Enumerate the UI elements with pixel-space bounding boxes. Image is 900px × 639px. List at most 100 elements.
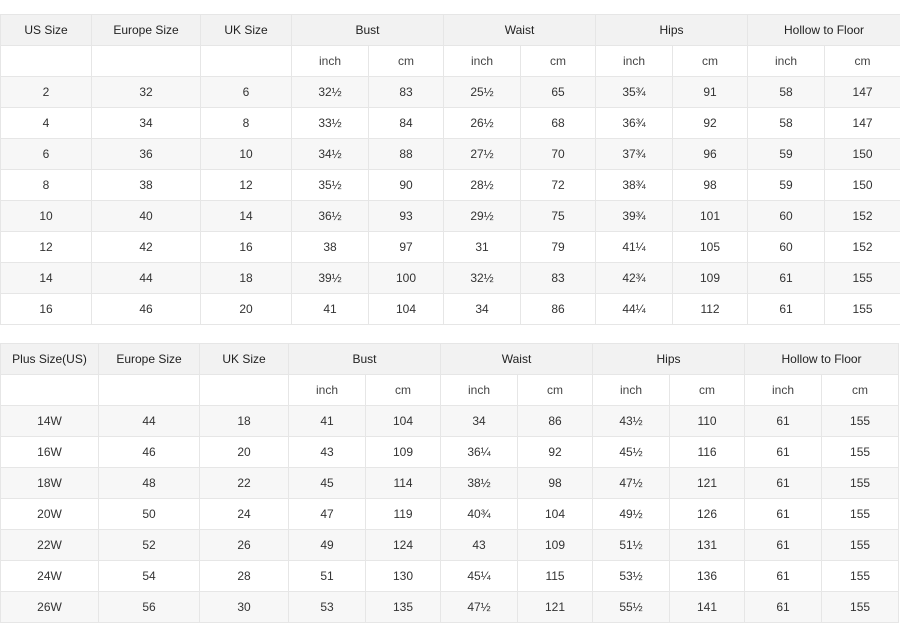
table-cell: 141 <box>669 591 746 623</box>
table-cell: 35¾ <box>595 76 674 108</box>
table-cell: 75 <box>520 200 597 232</box>
table-cell: 59 <box>747 138 826 170</box>
table-row: 24W 54 28 51 130 45¼ 115 53½ 136 61 155 <box>0 560 900 592</box>
table-cell: 34 <box>440 405 519 437</box>
table-cell: 6 <box>0 138 92 170</box>
empty-unit-cell <box>199 374 289 406</box>
table-cell: 130 <box>364 560 442 592</box>
table-cell: 34 <box>91 107 201 139</box>
unit-label: cm <box>821 374 900 406</box>
table-cell: 20 <box>200 293 292 325</box>
table-cell: 61 <box>744 560 823 592</box>
table-cell: 28 <box>199 560 289 592</box>
table-cell: 8 <box>0 169 92 201</box>
table-cell: 33½ <box>291 107 369 139</box>
table-cell: 97 <box>367 231 445 263</box>
table-cell: 58 <box>747 76 826 108</box>
table-cell: 109 <box>517 529 594 561</box>
table-cell: 6 <box>200 76 292 108</box>
table-cell: 59 <box>747 169 826 201</box>
unit-label: cm <box>669 374 746 406</box>
column-header: Hollow to Floor <box>747 14 900 46</box>
table-cell: 49 <box>288 529 366 561</box>
table-cell: 48 <box>98 467 200 499</box>
table-cell: 131 <box>669 529 746 561</box>
table-cell: 135 <box>364 591 442 623</box>
table-cell: 36 <box>91 138 201 170</box>
table-cell: 26½ <box>443 107 522 139</box>
table-cell: 36½ <box>291 200 369 232</box>
table-cell: 155 <box>821 560 900 592</box>
table-cell: 42 <box>91 231 201 263</box>
empty-unit-cell <box>0 374 99 406</box>
table-cell: 86 <box>520 293 597 325</box>
table-cell: 152 <box>824 200 900 232</box>
column-header: US Size <box>0 14 92 46</box>
table-cell: 18 <box>200 262 292 294</box>
table-cell: 39¾ <box>595 200 674 232</box>
table-cell: 58 <box>747 107 826 139</box>
table-cell: 24W <box>0 560 99 592</box>
column-header: UK Size <box>200 14 292 46</box>
table-cell: 39½ <box>291 262 369 294</box>
table-cell: 10 <box>0 200 92 232</box>
table-cell: 70 <box>520 138 597 170</box>
table-cell: 40¾ <box>440 498 519 530</box>
table-cell: 98 <box>672 169 749 201</box>
table-cell: 61 <box>744 529 823 561</box>
table-cell: 90 <box>367 169 445 201</box>
table-cell: 10 <box>200 138 292 170</box>
table-cell: 29½ <box>443 200 522 232</box>
table-cell: 68 <box>520 107 597 139</box>
unit-label: inch <box>747 45 826 77</box>
table-cell: 22W <box>0 529 99 561</box>
table-cell: 41 <box>288 405 366 437</box>
table-cell: 25½ <box>443 76 522 108</box>
unit-label: inch <box>291 45 369 77</box>
table-cell: 147 <box>824 107 900 139</box>
table-cell: 44¼ <box>595 293 674 325</box>
table-cell: 38 <box>291 231 369 263</box>
unit-label: cm <box>367 45 445 77</box>
standard-size-chart: US Size Europe Size UK Size Bust Waist Hips Ho… <box>0 14 900 325</box>
table-cell: 155 <box>821 405 900 437</box>
table-cell: 60 <box>747 200 826 232</box>
table-cell: 53 <box>288 591 366 623</box>
table-row: 10 40 14 36½ 93 29½ 75 39¾ 101 60 152 <box>0 200 900 232</box>
table-cell: 14 <box>0 262 92 294</box>
unit-label: inch <box>288 374 366 406</box>
table-cell: 112 <box>672 293 749 325</box>
table-cell: 44 <box>98 405 200 437</box>
table-cell: 96 <box>672 138 749 170</box>
table-cell: 30 <box>199 591 289 623</box>
table-cell: 147 <box>824 76 900 108</box>
table-cell: 92 <box>672 107 749 139</box>
table-cell: 126 <box>669 498 746 530</box>
table-cell: 155 <box>824 262 900 294</box>
table-cell: 61 <box>744 467 823 499</box>
table-cell: 24 <box>199 498 289 530</box>
table-cell: 14 <box>200 200 292 232</box>
table-row: 14 44 18 39½ 100 32½ 83 42¾ 109 61 155 <box>0 262 900 294</box>
table-cell: 155 <box>821 436 900 468</box>
table-cell: 20 <box>199 436 289 468</box>
table-cell: 32½ <box>443 262 522 294</box>
table-cell: 42¾ <box>595 262 674 294</box>
unit-label: cm <box>364 374 442 406</box>
table-cell: 136 <box>669 560 746 592</box>
table-cell: 150 <box>824 169 900 201</box>
table-cell: 26 <box>199 529 289 561</box>
table-row: 2 32 6 32½ 83 25½ 65 35¾ 91 58 147 <box>0 76 900 108</box>
table-cell: 92 <box>517 436 594 468</box>
table-cell: 49½ <box>592 498 671 530</box>
table-cell: 12 <box>200 169 292 201</box>
table-cell: 34 <box>443 293 522 325</box>
column-header: Europe Size <box>91 14 201 46</box>
table-cell: 155 <box>821 529 900 561</box>
unit-label: inch <box>595 45 674 77</box>
table-cell: 61 <box>744 591 823 623</box>
table-cell: 2 <box>0 76 92 108</box>
table-cell: 155 <box>821 498 900 530</box>
table-cell: 14W <box>0 405 99 437</box>
table-cell: 109 <box>672 262 749 294</box>
